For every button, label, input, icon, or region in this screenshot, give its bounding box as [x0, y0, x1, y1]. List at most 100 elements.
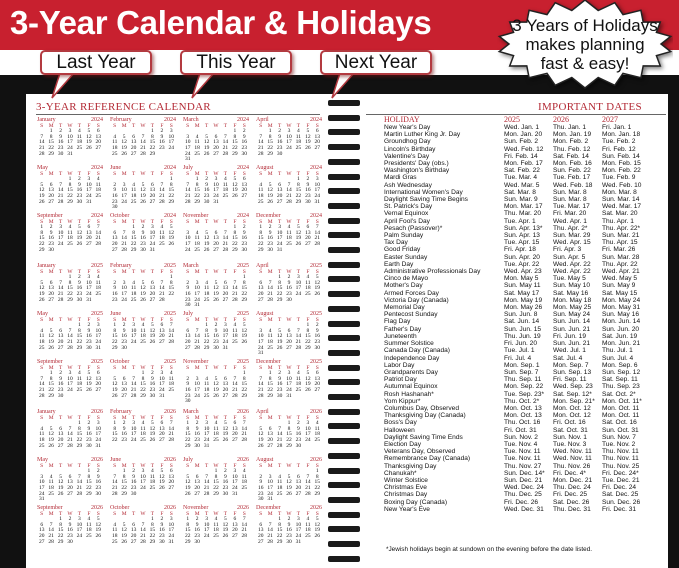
day: 29	[286, 442, 292, 449]
date-cell: Mon. Oct. 12	[553, 404, 591, 412]
date-cell: Fri. Oct. 16	[553, 419, 586, 427]
day: 18	[95, 285, 102, 292]
weekday-letter: W	[286, 414, 292, 421]
spiral-ring	[328, 452, 360, 459]
spiral-ring	[328, 144, 360, 151]
month-name: February	[110, 263, 132, 269]
day: 13	[159, 327, 165, 334]
day: 8	[87, 473, 91, 480]
date-cell: Tue. May 5	[553, 275, 586, 283]
day: 10	[38, 479, 45, 486]
day: 17	[86, 187, 92, 194]
day: 31	[203, 442, 210, 449]
month-header: May 2025	[37, 311, 103, 318]
day: 7	[141, 521, 145, 528]
weekday-letter: S	[169, 268, 173, 275]
date-cell: Sun. Oct. 31	[602, 426, 639, 434]
table-row: Canada Day (Canada) Tue. Jul. 1 Wed. Jul. …	[384, 347, 651, 354]
day: 14	[286, 187, 292, 194]
day: 21	[95, 235, 102, 242]
day: 14	[67, 333, 73, 340]
date-cell: Sun. Jun. 14	[553, 318, 591, 326]
day: 28	[314, 240, 321, 247]
day: 8	[59, 521, 62, 528]
day: 17	[203, 431, 210, 438]
day: 19	[140, 290, 146, 297]
date-cell: Wed. Jan. 1	[504, 124, 540, 131]
mini-month: October 2026 S M T W T F S 1 2 3 4 5 6 7 8 9 10 11 12 13 14 15 1…	[110, 505, 176, 545]
day: 4	[113, 521, 117, 528]
day: 17	[121, 192, 127, 199]
mini-month: November 2024 S M T W T F S 1 2 3 4 5 6 7 8 9 10 11 12 13 14 15…	[183, 213, 249, 253]
weekday-letter: T	[204, 218, 209, 225]
day: 17	[203, 527, 210, 534]
day: 22	[232, 144, 238, 151]
weekday-letter: T	[204, 462, 209, 469]
holiday-name: International Women's Day	[384, 188, 463, 196]
weekday-letter: S	[169, 316, 173, 323]
days-grid: 1 2 3 4 5 6 7 8 9 10 11 12 13 14 15 16 17 18 19 20 21 22 23 24 2…	[183, 129, 249, 163]
spiral-ring	[328, 291, 360, 298]
day: 11	[76, 133, 83, 140]
day: 24	[95, 338, 102, 345]
day: 20	[159, 431, 165, 438]
day: 19	[305, 381, 311, 388]
weekday-letter: W	[213, 170, 219, 177]
day: 9	[278, 133, 281, 140]
day: 9	[186, 285, 190, 292]
day: 15	[76, 333, 83, 340]
day: 6	[87, 224, 91, 231]
day: 11	[194, 139, 200, 146]
day: 24	[194, 392, 200, 399]
day: 27	[314, 144, 321, 151]
weekday-letter: M	[194, 462, 200, 469]
table-row: Christmas Day Thu. Dec. 25 Fri. Dec. 25 Sat…	[384, 491, 651, 498]
day: 23	[111, 296, 118, 303]
date-cell: Wed. Feb. 12	[504, 145, 544, 153]
day: 20	[194, 484, 200, 491]
day: 23	[86, 338, 92, 345]
weekday-letter: F	[306, 170, 310, 177]
date-cell: Sun. Feb. 14	[602, 152, 640, 160]
day: 25	[213, 532, 219, 539]
day: 5	[40, 279, 44, 286]
month-year: 2024	[164, 213, 176, 219]
day: 27	[286, 344, 292, 351]
day: 7	[59, 279, 62, 286]
day: 19	[295, 235, 302, 242]
weekday-letter: T	[131, 462, 136, 469]
date-cell: Sun. Jun. 15	[504, 325, 542, 333]
weekday-letter: F	[233, 510, 237, 517]
day: 2	[278, 128, 281, 135]
date-cell: Mon. May 25	[553, 304, 592, 312]
month-name: October	[110, 359, 130, 365]
day: 4	[278, 473, 281, 480]
date-cell: Tue. Feb. 2	[602, 138, 636, 146]
day: 5	[49, 425, 53, 432]
day: 9	[78, 181, 81, 188]
day: 19	[121, 144, 127, 151]
date-cell: Fri. Dec. 31	[602, 505, 637, 513]
day: 12	[295, 229, 302, 236]
day: 16	[76, 187, 83, 194]
day: 24	[222, 338, 229, 345]
mini-month: June 2024 S M T W T F S 1 2 3 4 5 6 7 8 9 10 11 12 13 14 15 16 17…	[110, 165, 176, 211]
date-cell: Sat. May 17	[504, 289, 540, 297]
date-cell: Tue. Mar. 4	[504, 174, 538, 182]
day: 7	[297, 327, 300, 334]
days-grid: 1 2 3 4 5 6 7 8 9 10 11 12 13 14 15 16 17 18 19 20 21 22 23 24 2…	[256, 177, 322, 205]
col-holiday: HOLIDAY	[384, 115, 420, 124]
day: 8	[195, 181, 199, 188]
day: 26	[168, 240, 175, 247]
table-row: Earth Day Tue. Apr. 22 Wed. Apr. 22 Thu. Ap…	[384, 261, 651, 268]
weekday-letter: M	[48, 364, 54, 371]
holiday-name: Groundhog Day	[384, 138, 431, 146]
day: 10	[194, 285, 200, 292]
day: 23	[67, 532, 73, 539]
day: 1	[186, 420, 190, 427]
weekday-letter: F	[160, 170, 164, 177]
holiday-name: Columbus Day, Observed	[384, 404, 460, 412]
date-cell: Mon. Sep. 7	[553, 361, 589, 369]
day: 25	[305, 532, 311, 539]
